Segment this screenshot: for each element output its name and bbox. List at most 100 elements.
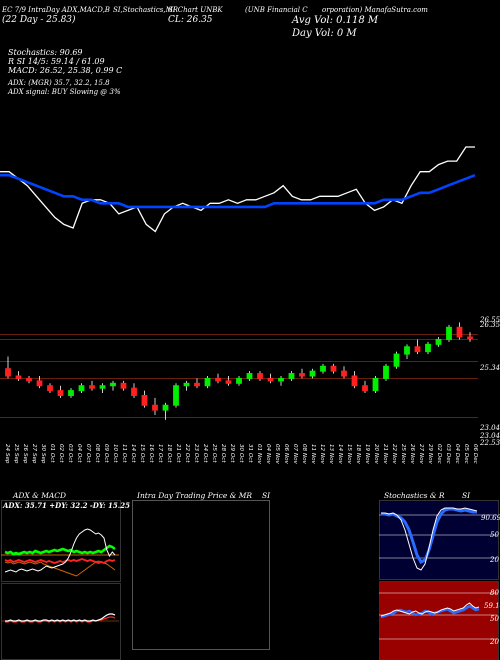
date-label: 25 Oct bbox=[211, 444, 217, 463]
intraday-title-right: SI bbox=[262, 491, 271, 500]
stoch-label-1: 90.69 bbox=[481, 514, 500, 522]
rsi-line bbox=[380, 604, 480, 619]
candle-body bbox=[467, 336, 473, 340]
candle-body bbox=[36, 380, 43, 387]
candle-body bbox=[309, 370, 316, 377]
date-label: 03 Dec bbox=[445, 444, 451, 464]
candle-body bbox=[330, 365, 337, 372]
candle-body bbox=[5, 368, 11, 377]
date-label: 20 Nov bbox=[373, 444, 379, 465]
date-label: 23 Oct bbox=[193, 444, 199, 463]
stochastics-readout: Stochastics: 90.69 bbox=[8, 48, 83, 57]
header-close: CL: 26.35 bbox=[168, 15, 213, 25]
candle-body bbox=[404, 346, 410, 355]
stoch-rsi-title: Stochastics & R bbox=[384, 491, 445, 500]
rsi-label-3: 50 bbox=[490, 615, 499, 623]
date-label: 25 Sep bbox=[13, 444, 19, 464]
rsi-panel bbox=[379, 581, 499, 660]
price-line bbox=[0, 146, 475, 233]
candle-body bbox=[173, 385, 179, 406]
stochastics-lines bbox=[379, 507, 497, 571]
candle-body bbox=[15, 375, 22, 379]
avg-volume: Avg Vol: 0.118 M bbox=[292, 15, 379, 26]
date-label: 24 Sep bbox=[4, 444, 10, 464]
price-label-3: 25.34 bbox=[480, 364, 500, 372]
candle-body bbox=[288, 373, 295, 379]
candle-body bbox=[131, 387, 137, 396]
date-label: 05 Dec bbox=[463, 444, 469, 464]
rsi-signal-line bbox=[380, 602, 480, 617]
date-label: 22 Oct bbox=[184, 444, 190, 463]
date-label: 28 Oct bbox=[220, 444, 226, 463]
candle-body bbox=[204, 377, 211, 387]
rsi-label-4: 20 bbox=[490, 638, 499, 646]
stoch-d-line bbox=[381, 507, 478, 571]
candle-body bbox=[267, 377, 274, 382]
date-label: 06 Nov bbox=[283, 444, 289, 465]
candle-body bbox=[456, 326, 463, 338]
candle-body bbox=[257, 373, 263, 379]
date-label: 26 Sep bbox=[22, 444, 28, 464]
date-label: 03 Oct bbox=[67, 444, 73, 463]
date-label: 07 Nov bbox=[292, 444, 298, 465]
candle-body bbox=[26, 377, 32, 382]
date-label: 31 Oct bbox=[247, 444, 253, 463]
date-label: 04 Nov bbox=[265, 444, 271, 465]
date-label: 18 Nov bbox=[355, 444, 361, 465]
candle-body bbox=[351, 375, 358, 387]
candle-body bbox=[278, 377, 284, 382]
date-label: 15 Nov bbox=[346, 444, 352, 465]
price-line-chart bbox=[0, 146, 476, 233]
date-label: 13 Nov bbox=[328, 444, 334, 465]
date-label: 01 Nov bbox=[256, 444, 262, 465]
header-22day: (22 Day - 25.83) bbox=[2, 15, 76, 25]
candle-body bbox=[425, 343, 431, 353]
date-label: 27 Nov bbox=[418, 444, 424, 465]
candle-body bbox=[99, 385, 106, 389]
date-label: 22 Nov bbox=[391, 444, 397, 465]
candle-body bbox=[246, 373, 253, 379]
candle-body bbox=[141, 394, 148, 406]
date-label: 10 Oct bbox=[112, 444, 118, 463]
candle-body bbox=[383, 365, 389, 379]
rsi-label-1: 80 bbox=[490, 589, 499, 597]
candle-body bbox=[236, 377, 242, 384]
adx-panel-readout: ADX: 35.71 +DY: 32.2 -DY: 15.25 bbox=[3, 501, 130, 510]
adx-line bbox=[4, 528, 116, 573]
candle-body bbox=[194, 382, 200, 387]
stoch-label-3: 20 bbox=[490, 556, 499, 564]
date-label: 19 Nov bbox=[364, 444, 370, 465]
macd-lines bbox=[1, 613, 119, 623]
price-label-6: 22.53 bbox=[480, 439, 500, 447]
date-label: 30 Sep bbox=[40, 444, 46, 464]
candle-body bbox=[68, 390, 74, 396]
moving-average-line bbox=[0, 173, 476, 209]
date-label: 25 Nov bbox=[400, 444, 406, 465]
date-label: 27 Sep bbox=[31, 444, 37, 464]
date-label: 11 Oct bbox=[121, 444, 127, 463]
stoch-label-2: 50 bbox=[490, 531, 499, 539]
date-label: 08 Nov bbox=[301, 444, 307, 465]
date-label: 29 Oct bbox=[229, 444, 235, 463]
date-label: 04 Oct bbox=[76, 444, 82, 463]
date-label: 02 Oct bbox=[58, 444, 64, 463]
candle-body bbox=[89, 385, 95, 389]
header-title-ticker: SI Chart UNBK bbox=[168, 6, 223, 14]
candle-body bbox=[446, 326, 452, 340]
date-label: 11 Nov bbox=[310, 444, 316, 465]
rsi-lines bbox=[379, 592, 497, 640]
price-label-4: 23.04 bbox=[480, 424, 500, 432]
macd-line bbox=[5, 613, 116, 622]
minus-di-line bbox=[4, 558, 116, 565]
candle-body bbox=[47, 385, 53, 392]
adx-panel bbox=[1, 500, 121, 582]
date-label: 14 Nov bbox=[337, 444, 343, 465]
date-axis: 24 Sep 25 Sep 26 Sep 27 Sep 30 Sep 01 Oct 02 O… bbox=[4, 444, 478, 465]
date-label: 01 Oct bbox=[49, 444, 55, 463]
date-label: 15 Oct bbox=[139, 444, 145, 463]
date-label: 06 Dec bbox=[472, 444, 478, 464]
candle-body bbox=[372, 377, 379, 392]
date-label: 24 Oct bbox=[202, 444, 208, 463]
header-company: (UNB Financial C bbox=[245, 6, 308, 14]
adx-macd-title: ADX & MACD bbox=[13, 491, 67, 500]
